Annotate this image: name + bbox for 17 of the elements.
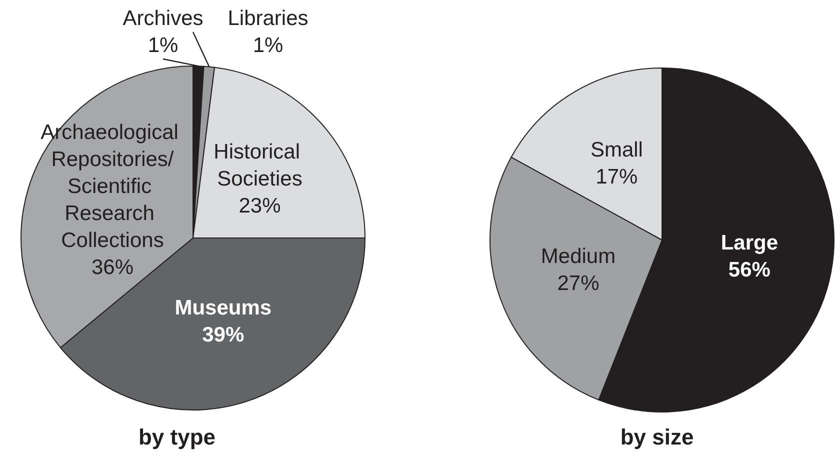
data-label: 27% <box>557 272 600 296</box>
data-label: 1% <box>148 34 178 57</box>
slice-label: Medium <box>540 245 616 268</box>
slice-label: Historical Societies <box>214 140 306 191</box>
slice-label: Libraries <box>228 7 308 30</box>
data-label: 39% <box>202 324 244 347</box>
data-label: 1% <box>252 34 284 57</box>
data-label: 17% <box>596 165 638 188</box>
data-label: 36% <box>91 256 134 280</box>
slice-label: Small <box>590 138 643 162</box>
text: by type <box>138 424 216 450</box>
text: by size <box>620 424 694 450</box>
data-label: 56% <box>728 258 771 282</box>
slice-label: Museums <box>174 296 272 320</box>
slice-label: Archives <box>122 7 204 30</box>
data-label: 23% <box>238 194 281 218</box>
slice-label: Large <box>720 232 778 255</box>
